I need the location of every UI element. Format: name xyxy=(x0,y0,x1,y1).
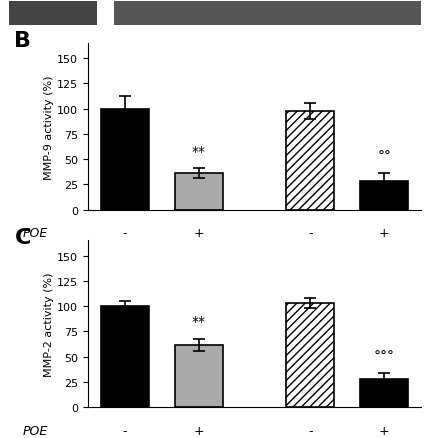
Text: -: - xyxy=(122,227,127,240)
Text: -: - xyxy=(122,424,127,437)
Text: °°°: °°° xyxy=(373,349,394,363)
Y-axis label: MMP-2 activity (%): MMP-2 activity (%) xyxy=(44,272,54,376)
Text: C: C xyxy=(14,228,31,247)
Y-axis label: MMP-9 activity (%): MMP-9 activity (%) xyxy=(44,75,54,179)
Text: °°: °° xyxy=(377,150,391,164)
Text: -: - xyxy=(307,227,312,240)
Text: **: ** xyxy=(191,314,205,328)
Text: NG: NG xyxy=(152,257,171,270)
Text: -: - xyxy=(307,424,312,437)
Bar xyxy=(101,307,148,407)
Bar xyxy=(286,304,334,407)
Bar xyxy=(286,111,334,210)
Bar xyxy=(101,110,148,210)
Bar xyxy=(9,2,96,26)
Text: B: B xyxy=(14,31,32,50)
Bar xyxy=(360,182,407,210)
Bar xyxy=(360,379,407,407)
Bar xyxy=(174,345,223,407)
Text: +: + xyxy=(193,227,204,240)
Text: +: + xyxy=(193,424,204,437)
Text: POE: POE xyxy=(22,424,48,437)
Text: POE: POE xyxy=(22,227,48,240)
Bar xyxy=(174,174,223,210)
Text: **: ** xyxy=(191,145,205,159)
Text: +: + xyxy=(378,227,389,240)
Text: HG: HG xyxy=(337,257,356,270)
Text: +: + xyxy=(378,424,389,437)
Bar xyxy=(114,2,420,26)
